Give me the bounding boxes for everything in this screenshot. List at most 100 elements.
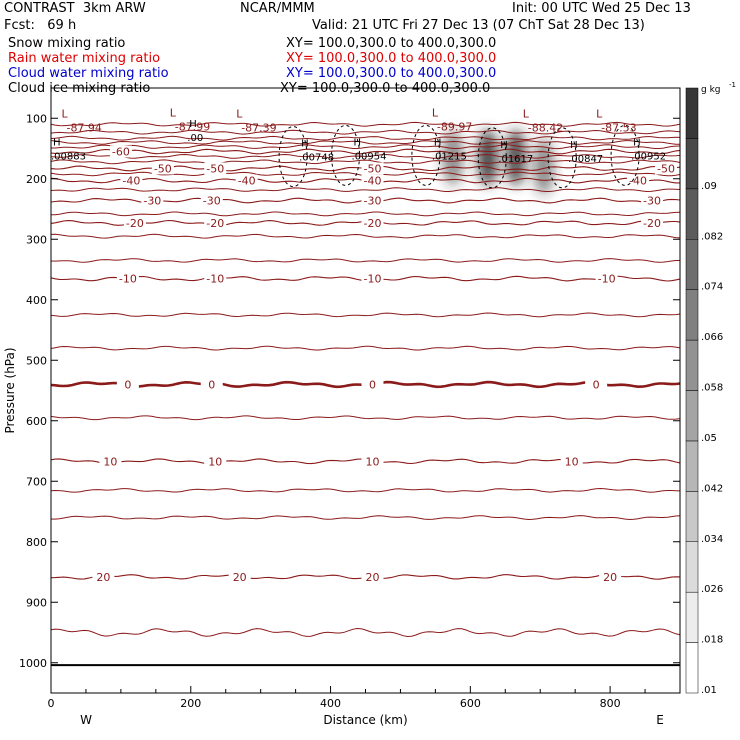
y-tick-label: 400 [26,294,47,307]
contour-label-bg [200,194,223,207]
contour-label: 0 [208,378,215,391]
contour-label: -40 [364,175,382,188]
contour-label: -20 [643,217,661,230]
field-snow-xy: XY= 100.0,300.0 to 400.0,300.0 [286,36,497,51]
contour-label: 10 [365,455,379,468]
contour-label: 10 [208,455,222,468]
temperature-contour-line [50,312,681,318]
x-tick-label: 600 [460,697,481,710]
contour-label: 20 [96,571,110,584]
low-marker: L [432,106,439,119]
y-tick-label: 200 [26,173,47,186]
contour-label: -50 [364,162,382,175]
header-fcst: Fcst: 69 h [4,18,77,33]
shaded-maximum [477,129,498,186]
x-tick-label: 800 [600,697,621,710]
contour-label: -30 [143,195,161,208]
colorbar-label: .082 [701,231,723,242]
field-rain-xy: XY= 100.0,300.0 to 400.0,300.0 [286,51,497,66]
colorbar-label: .074 [701,282,723,293]
contour-label-bg [228,570,251,583]
colorbar-label: .066 [701,332,723,343]
y-tick-label: 800 [26,536,47,549]
colorbar-bin [685,239,699,290]
contour-label: 10 [103,455,117,468]
contour-label-bg [235,174,258,187]
contour-label: -50 [206,162,224,175]
field-rain-label: Rain water mixing ratio [8,51,161,66]
temperature-contour-line [50,121,681,127]
high-marker: H [53,137,61,148]
contour-label-bg [595,272,618,285]
temperature-contour--60 [50,148,681,155]
colorbar-unit-exponent: -1 [729,81,736,89]
colorbar-label: .026 [701,584,723,595]
temperature-contour-line [50,487,681,493]
colorbar-label: .058 [701,383,723,394]
high-value: .00952 [631,151,666,162]
cloud-outline [331,124,361,186]
contour-label: 20 [603,571,617,584]
low-value: -87.94 [66,122,101,135]
contour-label-bg [361,174,384,187]
contour-label-bg [204,162,227,175]
contour-label: -50 [154,162,172,175]
contour-label-bg [109,145,132,158]
contour-label: -40 [122,175,140,188]
contour-label-bg [204,272,227,285]
contour-label-bg [627,174,650,187]
colorbar-label: .018 [701,635,723,646]
field-snow-label: Snow mixing ratio [8,36,126,51]
contour-label: -30 [364,195,382,208]
colorbar-unit: g kg [701,85,721,95]
contour-label-bg [361,570,384,583]
colorbar-label: .042 [701,483,723,494]
contour-label-bg [641,216,664,229]
colorbar-bin [685,138,699,190]
low-value: -88.42 [528,122,563,135]
contour-label-bg [585,378,608,391]
contour-label-bg [141,194,164,207]
field-cloudwater-xy: XY= 100.0,300.0 to 400.0,300.0 [286,66,497,81]
temperature-contour-line [51,144,681,150]
temperature-contour-line [50,153,681,159]
low-marker: L [596,108,603,121]
y-tick-label: 600 [26,415,47,428]
low-value: -87.39 [241,122,276,135]
colorbar-label: .05 [701,433,717,444]
cloud-outline [547,127,577,189]
colorbar-label: .09 [701,181,717,192]
cloud-outline [477,127,507,189]
contour-label-bg [361,162,384,175]
contour-label: 0 [124,378,131,391]
y-tick-label: 1000 [19,657,47,670]
high-marker: H [434,137,442,148]
contour-label: 20 [365,571,379,584]
contour-label-bg [92,570,115,583]
colorbar-bin [685,390,699,442]
colorbar-bin [685,541,699,593]
contour-label: -20 [126,217,144,230]
header-init: Init: 00 UTC Wed 25 Dec 13 [512,1,691,16]
colorbar-bin [685,591,699,643]
shaded-maximum [505,129,526,186]
contour-label: 0 [593,378,600,391]
y-axis-label: Pressure (hPa) [3,347,17,433]
contour-label-bg [116,272,139,285]
low-marker: L [61,108,68,121]
high-value: .00954 [352,151,387,162]
colorbar-label: .01 [701,685,717,696]
x-tick-label: 0 [48,697,55,710]
low-value: -87.99 [175,120,210,133]
contour-label-bg [361,378,384,391]
contour-label: -30 [203,195,221,208]
low-marker: L [523,108,530,121]
colorbar-bin [685,642,699,694]
temperature-contour-line [50,140,680,145]
colorbar-bin [685,491,699,543]
high-marker: H [301,139,309,150]
contour-label: -60 [112,146,130,159]
contour-label: -40 [629,175,647,188]
cloud-outline [610,124,640,186]
temperature-contour-line [50,129,681,135]
